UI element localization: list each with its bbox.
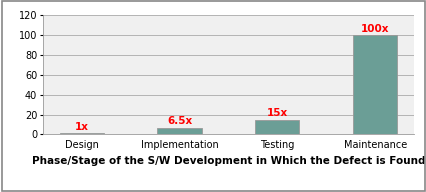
Bar bbox=[60, 133, 104, 134]
Text: 15x: 15x bbox=[266, 108, 288, 118]
Text: 6.5x: 6.5x bbox=[167, 117, 192, 127]
Text: 1x: 1x bbox=[75, 122, 89, 132]
Bar bbox=[157, 128, 201, 134]
Text: 100x: 100x bbox=[360, 24, 389, 34]
Bar bbox=[352, 35, 396, 134]
X-axis label: Phase/Stage of the S/W Development in Which the Defect is Found: Phase/Stage of the S/W Development in Wh… bbox=[32, 156, 424, 166]
Bar bbox=[255, 119, 299, 134]
